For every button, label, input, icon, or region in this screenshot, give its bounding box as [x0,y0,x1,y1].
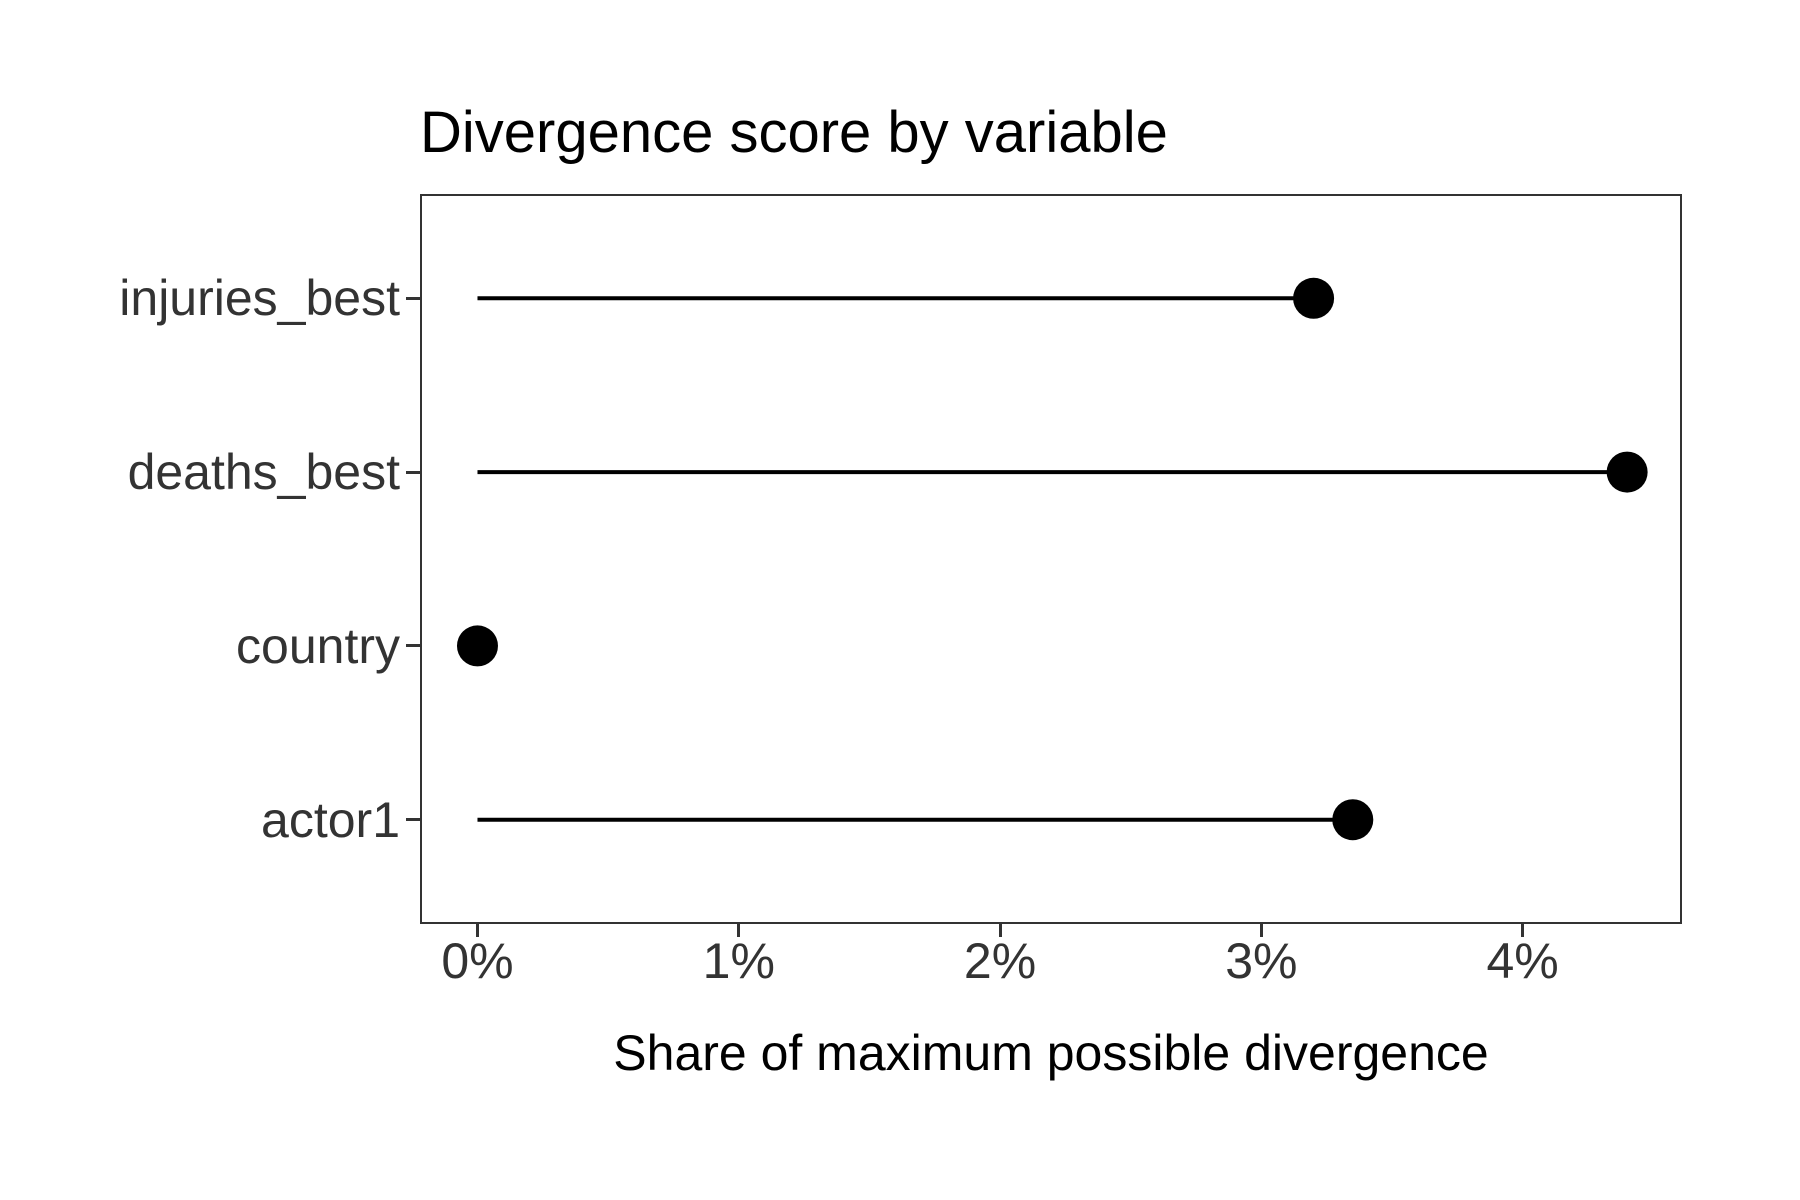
x-tick-mark [998,924,1002,937]
x-tick-label: 1% [702,933,775,989]
lollipop-point [1293,277,1335,319]
x-tick-label: 4% [1486,933,1559,989]
x-tick-label: 3% [1225,933,1298,989]
y-tick-mark [406,470,420,474]
x-tick-label: 2% [963,933,1037,989]
panel-border [420,194,1682,924]
x-tick-mark [1259,924,1263,937]
lollipop-point [456,625,498,667]
x-tick-mark [737,924,741,937]
lollipop-point [1332,799,1374,841]
y-tick-label: injuries_best [119,270,400,327]
y-tick-mark [406,818,420,822]
x-tick-label: 0% [441,933,514,989]
lollipop-point [1606,451,1648,493]
x-tick-mark [475,924,479,937]
y-tick-label: country [236,617,400,674]
x-axis-title: Share of maximum possible divergence [613,1025,1489,1081]
y-tick-label: actor1 [261,791,400,848]
y-tick-label: deaths_best [127,444,400,501]
lollipop-plot-area [456,277,1648,841]
chart-title: Divergence score by variable [420,100,1168,165]
y-tick-mark [406,296,420,300]
x-tick-mark [1521,924,1525,937]
y-tick-mark [406,644,420,648]
